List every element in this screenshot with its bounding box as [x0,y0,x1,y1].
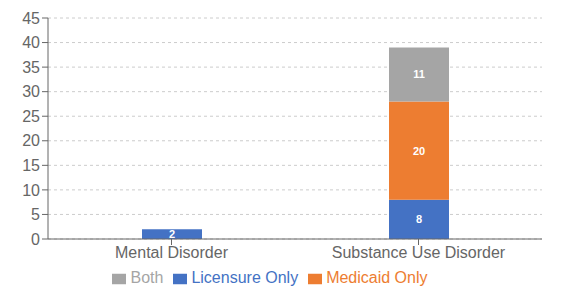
html-text:Licensure Only: Licensure Only [191,269,299,286]
svg-text:Substance Use Disorder: Substance Use Disorder [332,244,506,261]
svg-text:8: 8 [416,213,422,225]
svg-text:11: 11 [413,68,425,80]
svg-text:25: 25 [22,108,40,125]
svg-text:0: 0 [31,231,40,248]
svg-text:10: 10 [22,182,40,199]
svg-text:40: 40 [22,34,40,51]
svg-text:20: 20 [22,132,40,149]
svg-text:15: 15 [22,157,40,174]
svg-text:Mental Disorder: Mental Disorder [115,244,229,261]
svg-text:45: 45 [22,10,40,27]
html-text:Medicaid Only: Medicaid Only [326,269,428,286]
svg-text:5: 5 [31,206,40,223]
svg-text:30: 30 [22,83,40,100]
svg-text:2: 2 [169,228,175,240]
svg-text:35: 35 [22,59,40,76]
html-text:Both: Both [130,269,164,286]
svg-text:20: 20 [413,145,425,157]
